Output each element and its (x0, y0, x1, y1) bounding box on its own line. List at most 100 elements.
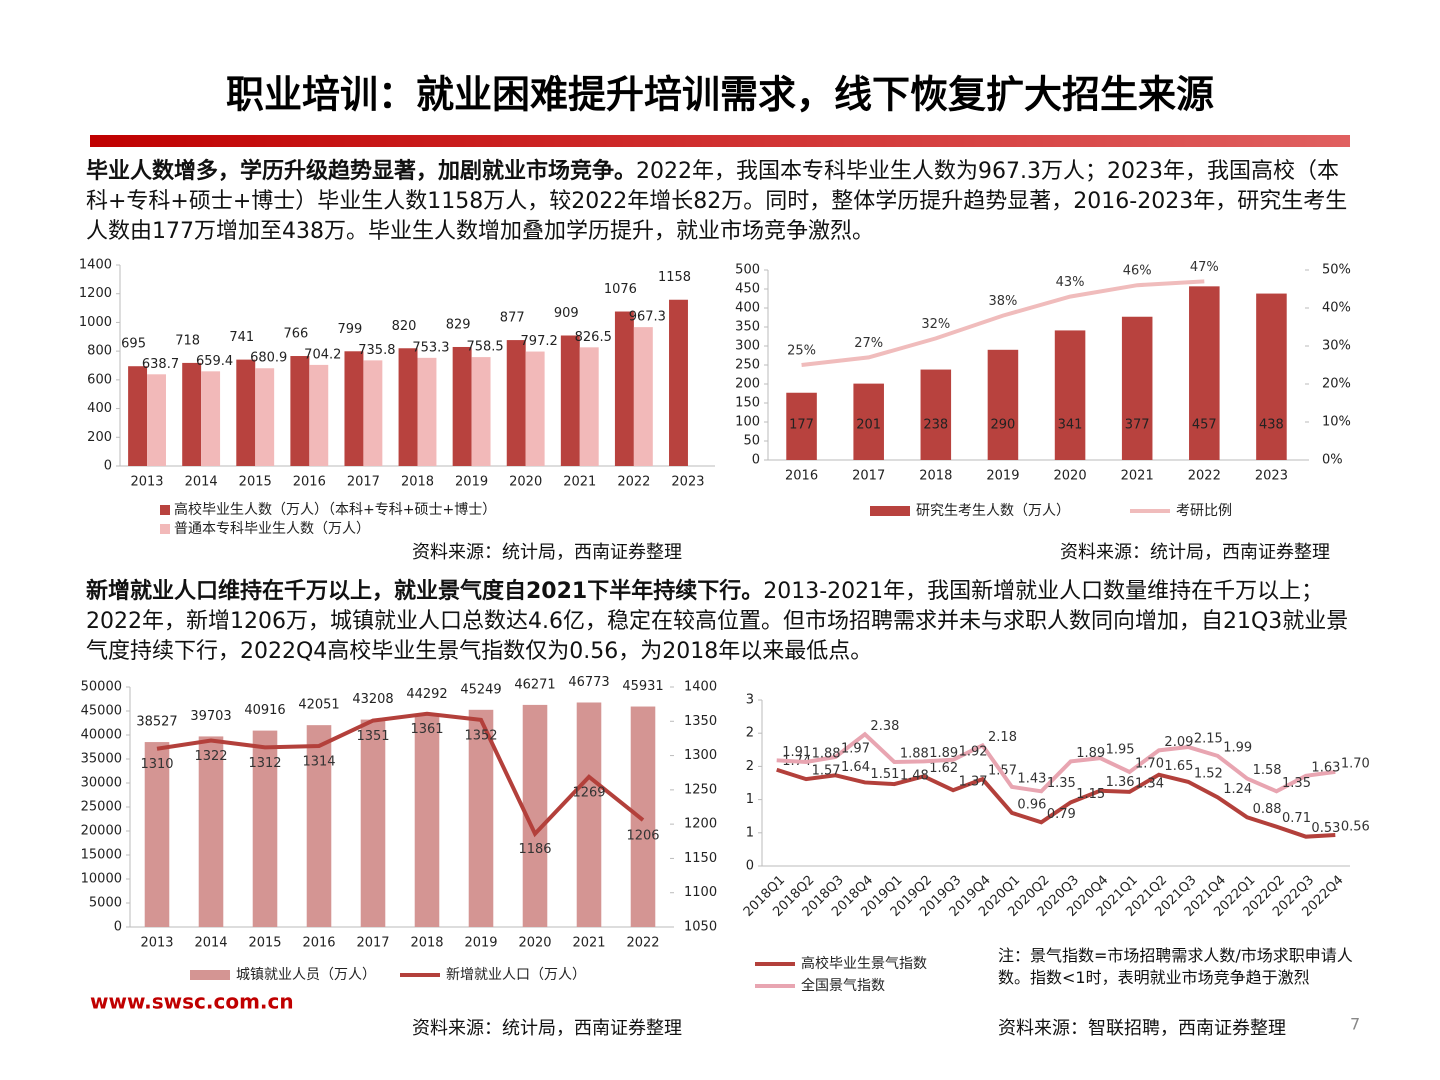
line (776, 767, 1336, 839)
bar (579, 347, 599, 466)
data-label: 741 (229, 330, 254, 345)
data-label: 42051 (298, 698, 339, 713)
data-label: 704.2 (304, 347, 341, 362)
body: 2022年，我国本专科毕业生人数为967.3万人；2023年，我国高校（本科+专… (86, 159, 1348, 244)
data-label: 758.5 (466, 340, 503, 355)
bar (471, 357, 491, 466)
y-tick-label: 5000 (89, 896, 122, 911)
data-label: 1.62 (929, 761, 958, 776)
data-label: 45931 (622, 679, 663, 694)
data-label: 38% (988, 294, 1017, 309)
data-label: 1.99 (1223, 740, 1252, 755)
data-label: 47% (1190, 260, 1219, 275)
x-tick-label: 2015 (239, 475, 272, 490)
y-tick-label: 0 (114, 920, 122, 935)
data-label: 1352 (464, 728, 497, 743)
data-label: 32% (921, 317, 950, 332)
x-tick-label: 2014 (185, 475, 218, 490)
x-tick-label: 2023 (671, 475, 704, 490)
y2-tick-label: 20% (1322, 377, 1351, 392)
data-label: 753.3 (412, 340, 449, 355)
legend-label: 高校毕业生景气指数 (801, 955, 927, 972)
bar (468, 709, 494, 927)
data-label: 1.64 (841, 760, 870, 775)
data-label: 826.5 (575, 330, 612, 345)
data-label: 1.15 (1076, 787, 1105, 802)
bar (201, 371, 221, 466)
data-label: 820 (392, 319, 417, 334)
data-label: 1.70 (1135, 756, 1164, 771)
bar (630, 706, 656, 927)
y-tick-label: 50000 (81, 680, 122, 695)
url: www.swsc.com.cn (90, 990, 294, 1014)
data-label: 1.95 (1106, 743, 1135, 758)
data-label: 1.57 (812, 764, 841, 779)
legend-label: 考研比例 (1176, 503, 1232, 519)
bar (252, 730, 278, 927)
x-tick-label: 2016 (302, 936, 335, 951)
y-tick-label: 10000 (81, 872, 122, 887)
data-label: 2.38 (870, 719, 899, 734)
lead: 新增就业人口维持在千万以上，就业景气度自2021下半年持续下行。 (86, 579, 764, 604)
data-label: 695 (121, 337, 146, 352)
y-tick-label: 500 (735, 263, 760, 278)
data-label: 46271 (514, 677, 555, 692)
y2-tick-label: 0% (1322, 453, 1343, 468)
data-label: 238 (923, 418, 948, 433)
y-tick-label: 600 (87, 372, 112, 387)
data-label: 1.34 (1135, 776, 1164, 791)
data-label: 25% (787, 344, 816, 359)
x-tick-label: 2019 (986, 469, 1019, 484)
legend-label: 新增就业人口（万人） (446, 967, 586, 983)
data-label: 638.7 (142, 357, 179, 372)
bar (128, 366, 148, 466)
data-label: 1312 (248, 756, 281, 771)
data-label: 1361 (410, 722, 443, 737)
data-label: 40916 (244, 703, 285, 718)
y-tick-label: 40000 (81, 728, 122, 743)
bar (506, 340, 526, 466)
y-tick-label: 2 (746, 726, 754, 741)
data-label: 680.9 (250, 351, 287, 366)
data-label: 718 (175, 333, 200, 348)
line (776, 731, 1336, 794)
y2-tick-label: 10% (1322, 415, 1351, 430)
data-label: 38527 (136, 715, 177, 730)
bar (198, 736, 224, 927)
x-tick-label: 2019 (455, 475, 488, 490)
data-label: 1206 (626, 829, 659, 844)
data-label: 1.35 (1282, 776, 1311, 791)
y-tick-label: 0 (104, 459, 112, 474)
y-tick-label: 450 (735, 282, 760, 297)
data-label: 2.15 (1194, 732, 1223, 747)
title: 职业培训：就业困难提升培训需求，线下恢复扩大招生来源 (226, 73, 1214, 117)
data-label: 0.96 (1017, 797, 1046, 812)
data-label: 341 (1058, 418, 1083, 433)
bar (452, 346, 472, 466)
y-tick-label: 250 (735, 358, 760, 373)
x-tick-label: 2020 (1054, 469, 1087, 484)
line (156, 711, 645, 838)
data-label: 1.58 (1253, 763, 1282, 778)
bar (576, 702, 602, 927)
y-tick-label: 2 (746, 759, 754, 774)
data-label: 1310 (140, 757, 173, 772)
data-label: 1.36 (1106, 775, 1135, 790)
x-tick-label: 2018 (410, 936, 443, 951)
legend-label: 普通本专科毕业生人数（万人） (174, 521, 370, 537)
y-tick-label: 1 (746, 792, 754, 807)
data-label: 177 (789, 418, 814, 433)
x-tick-label: 2013 (140, 936, 173, 951)
legend-label: 研究生考生人数（万人） (916, 503, 1070, 519)
y-tick-label: 300 (735, 339, 760, 354)
data-label: 1314 (302, 754, 335, 769)
data-label: 1.89 (929, 746, 958, 761)
y-tick-label: 0 (746, 859, 754, 874)
x-tick-label: 2021 (572, 936, 605, 951)
data-label: 1.48 (900, 769, 929, 784)
data-label: 735.8 (358, 343, 395, 358)
y-tick-label: 100 (735, 415, 760, 430)
data-label: 1.88 (812, 746, 841, 761)
bar (853, 383, 884, 460)
